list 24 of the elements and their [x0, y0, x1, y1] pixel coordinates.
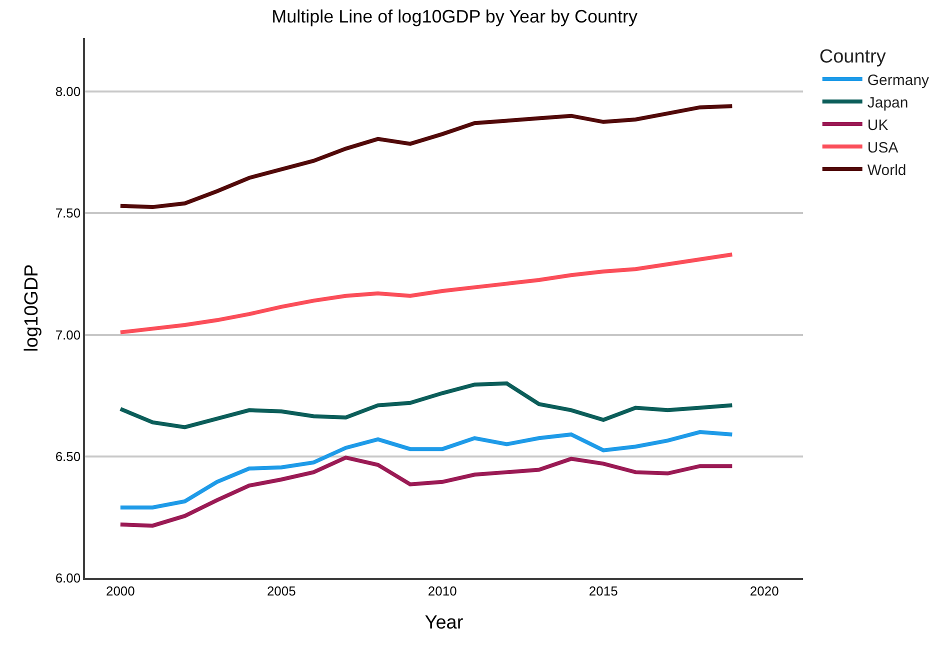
legend-label: Japan — [867, 94, 908, 112]
x-tick-label: 2005 — [266, 583, 296, 598]
y-tick-label: 8.00 — [55, 84, 81, 100]
y-tick-label: 6.50 — [55, 448, 81, 464]
legend-title: Country — [819, 46, 886, 68]
x-tick-label: 2010 — [428, 583, 457, 598]
chart-title: Multiple Line of log10GDP by Year by Country — [272, 6, 638, 26]
y-tick-label: 6.00 — [55, 570, 81, 586]
line-series — [118, 104, 734, 210]
legend-label: World — [867, 162, 906, 179]
x-axis-title: Year — [424, 612, 464, 634]
x-tick-label: 2020 — [750, 583, 779, 598]
line-series — [118, 381, 734, 430]
line-series — [118, 252, 734, 334]
line-series — [118, 456, 734, 528]
legend-label: USA — [867, 139, 898, 156]
y-tick-label: 7.00 — [55, 327, 81, 342]
x-tick-label: 2000 — [106, 583, 135, 598]
line-series — [118, 430, 734, 510]
legend-label: UK — [867, 116, 888, 134]
y-tick-label: 7.50 — [55, 206, 81, 221]
x-tick-label: 2015 — [588, 583, 618, 598]
y-axis-title: log10GDP — [22, 264, 43, 352]
legend-label: Germany — [867, 72, 930, 89]
